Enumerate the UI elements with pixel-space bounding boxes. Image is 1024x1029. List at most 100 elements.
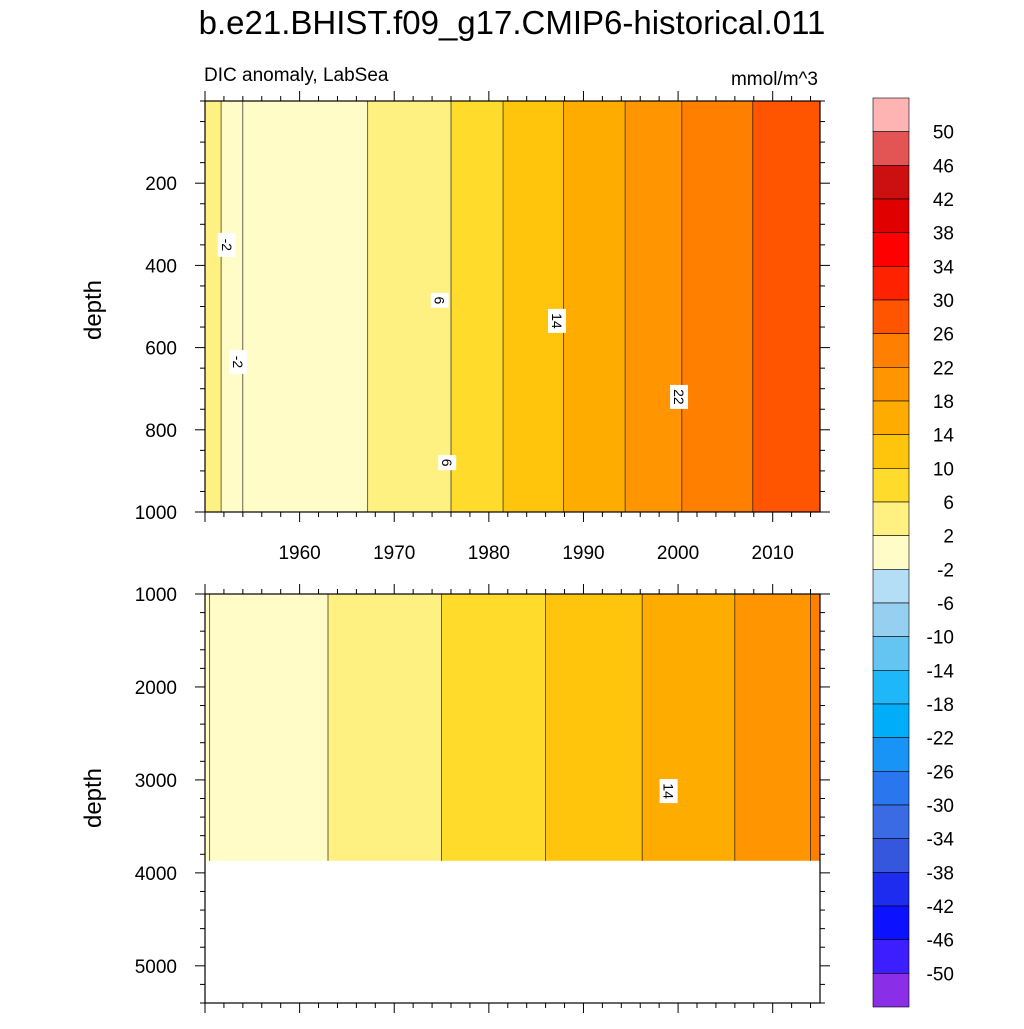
svg-text:14: 14 (661, 783, 677, 799)
contour-band (451, 101, 504, 512)
colorbar-label: -22 (927, 729, 954, 750)
colorbar-swatch (872, 905, 910, 940)
contour-label: 14 (547, 308, 566, 333)
colorbar: 50 46 42 38 34 30 26 22 18 14 10 6 2 -2 -6 -10 -14 -18 -22… (872, 97, 955, 1008)
contour-band (441, 594, 546, 861)
contour-band (734, 594, 811, 861)
colorbar-label: -30 (927, 796, 954, 817)
y-tick-label: 1000 (135, 585, 177, 606)
y-tick-label: 3000 (135, 771, 177, 792)
colorbar-swatch (872, 872, 910, 907)
colorbar-swatch (872, 973, 910, 1008)
x-tick-label: 1980 (468, 543, 510, 564)
y-tick-label: 200 (145, 174, 177, 195)
colorbar-swatch (872, 131, 910, 166)
colorbar-swatch (872, 838, 910, 873)
colorbar-swatch (872, 266, 910, 301)
contour-band (205, 101, 222, 512)
contour-band (545, 594, 643, 861)
colorbar-label: -50 (927, 964, 954, 985)
colorbar-label: 30 (933, 291, 954, 312)
colorbar-swatch (872, 771, 910, 806)
units-label: mmol/m^3 (731, 69, 818, 90)
colorbar-swatch (872, 97, 910, 132)
y-axis-label: depth (80, 768, 107, 828)
contour-band (503, 101, 564, 512)
contour-band (810, 594, 820, 861)
y-tick-label: 1000 (135, 503, 177, 524)
colorbar-label: 2 (943, 527, 954, 548)
colorbar-swatch (872, 198, 910, 233)
colorbar-label: -34 (927, 830, 955, 851)
x-tick-label: 1990 (562, 543, 604, 564)
colorbar-swatch (872, 434, 910, 469)
colorbar-label: 46 (933, 156, 954, 177)
y-tick-label: 600 (145, 339, 177, 360)
colorbar-label: -18 (927, 695, 954, 716)
colorbar-label: 34 (933, 257, 955, 278)
contour-band (328, 594, 442, 861)
contour-label: -2 (229, 349, 248, 374)
colorbar-swatch (872, 400, 910, 435)
contour-label: 6 (438, 455, 457, 471)
colorbar-swatch (872, 569, 910, 604)
colorbar-swatch (872, 232, 910, 267)
colorbar-label: 42 (933, 190, 954, 211)
contour-band (681, 101, 753, 512)
colorbar-label: -2 (937, 560, 954, 581)
colorbar-label: 26 (933, 325, 954, 346)
y-tick-label: 5000 (135, 957, 177, 978)
colorbar-label: 14 (933, 426, 955, 447)
chart-title: b.e21.BHIST.f09_g17.CMIP6-historical.011 (199, 4, 826, 41)
x-tick-label: 2010 (752, 543, 794, 564)
y-axis-label: depth (80, 280, 107, 340)
colorbar-label: 18 (933, 392, 954, 413)
colorbar-label: -46 (927, 931, 954, 952)
contour-band (752, 101, 820, 512)
y-tick-label: 4000 (135, 864, 177, 885)
colorbar-label: 38 (933, 224, 954, 245)
colorbar-label: 6 (943, 493, 954, 514)
colorbar-label: 10 (933, 459, 954, 480)
colorbar-swatch (872, 299, 910, 334)
colorbar-swatch (872, 670, 910, 705)
x-tick-label: 2000 (657, 543, 699, 564)
colorbar-swatch (872, 535, 910, 570)
colorbar-label: -14 (927, 661, 955, 682)
colorbar-label: -42 (927, 897, 954, 918)
y-tick-label: 400 (145, 256, 177, 277)
panel-1: 1960 1970 1980 1990 2000 2010 200 400 600 800 1000… (80, 91, 830, 564)
colorbar-label: -38 (927, 863, 954, 884)
colorbar-swatch (872, 939, 910, 974)
contour-band (209, 594, 328, 861)
colorbar-swatch (872, 602, 910, 637)
y-tick-label: 800 (145, 421, 177, 442)
colorbar-swatch (872, 468, 910, 503)
contour-band (242, 101, 368, 512)
colorbar-swatch (872, 804, 910, 839)
colorbar-swatch (872, 703, 910, 738)
contour-label: -2 (217, 232, 236, 257)
svg-text:6: 6 (439, 459, 455, 467)
svg-text:22: 22 (671, 389, 687, 405)
contour-label: 22 (670, 384, 689, 409)
contour-label: 14 (659, 779, 678, 804)
colorbar-swatch (872, 501, 910, 536)
colorbar-swatch (872, 333, 910, 368)
colorbar-swatch (872, 165, 910, 200)
svg-text:6: 6 (432, 296, 448, 304)
contour-band (642, 594, 735, 861)
svg-text:14: 14 (549, 313, 565, 329)
colorbar-label: -6 (937, 594, 954, 615)
contour-band (221, 101, 243, 512)
plot-panels: 1960 1970 1980 1990 2000 2010 200 400 600 800 1000… (80, 91, 830, 1013)
contour-label: 6 (430, 292, 449, 308)
svg-text:-2: -2 (219, 239, 235, 252)
x-tick-label: 1960 (278, 543, 320, 564)
colorbar-label: 22 (933, 358, 954, 379)
y-tick-label: 2000 (135, 678, 177, 699)
colorbar-swatch (872, 636, 910, 671)
colorbar-label: -10 (927, 628, 954, 649)
contour-band (625, 101, 682, 512)
